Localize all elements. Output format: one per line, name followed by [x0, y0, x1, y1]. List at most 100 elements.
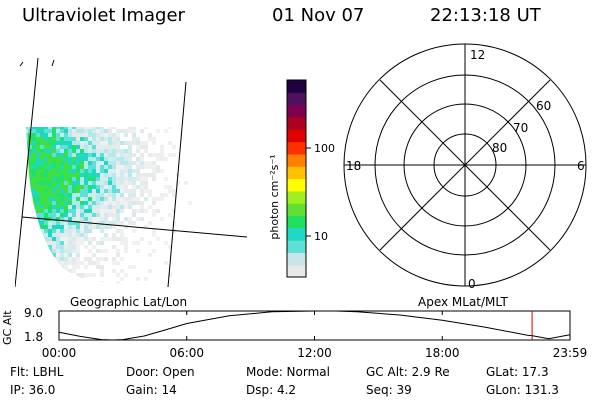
image-pixel	[196, 173, 200, 177]
image-pixel	[188, 181, 192, 185]
image-pixel	[244, 289, 248, 293]
image-pixel	[140, 129, 144, 133]
image-pixel	[236, 289, 240, 293]
image-pixel	[156, 133, 160, 137]
image-pixel	[108, 237, 112, 241]
image-pixel	[96, 201, 100, 205]
image-pixel	[136, 185, 140, 189]
image-pixel	[120, 269, 124, 273]
image-pixel	[76, 181, 80, 185]
image-pixel	[36, 273, 40, 277]
image-pixel	[228, 197, 232, 201]
image-pixel	[188, 153, 192, 157]
image-pixel	[224, 217, 228, 221]
image-pixel	[196, 129, 200, 133]
image-pixel	[144, 253, 148, 257]
image-pixel	[88, 169, 92, 173]
image-pixel	[64, 165, 68, 169]
image-pixel	[160, 277, 164, 281]
image-pixel	[244, 229, 245, 233]
image-pixel	[76, 229, 80, 233]
image-pixel	[68, 289, 72, 293]
image-pixel	[196, 169, 200, 173]
image-pixel	[228, 145, 232, 149]
image-pixel	[152, 249, 156, 253]
image-pixel	[132, 169, 136, 173]
image-pixel	[160, 249, 164, 253]
image-pixel	[128, 181, 132, 185]
image-pixel	[128, 173, 132, 177]
image-pixel	[204, 277, 208, 281]
image-pixel	[128, 289, 132, 293]
image-pixel	[180, 289, 184, 293]
image-pixel	[236, 209, 240, 213]
image-pixel	[112, 127, 116, 129]
polar-panel-label: Apex MLat/MLT	[418, 295, 508, 309]
image-pixel	[248, 289, 252, 293]
image-pixel	[140, 153, 144, 157]
image-pixel	[48, 277, 52, 281]
image-pixel	[184, 141, 188, 145]
image-pixel	[88, 197, 92, 201]
image-pixel	[180, 185, 184, 189]
image-pixel	[64, 209, 68, 213]
image-pixel	[180, 205, 184, 209]
image-pixel	[228, 265, 232, 269]
image-pixel	[212, 137, 216, 141]
image-pixel	[248, 201, 252, 205]
image-pixel	[180, 253, 184, 257]
image-pixel	[116, 225, 120, 229]
image-pixel	[148, 233, 152, 237]
image-pixel	[136, 285, 140, 289]
image-pixel	[32, 165, 36, 169]
image-pixel	[84, 137, 88, 141]
image-pixel	[88, 161, 92, 165]
image-pixel	[68, 201, 72, 205]
image-pixel	[88, 277, 92, 281]
image-pixel	[112, 281, 116, 284]
image-pixel	[156, 257, 160, 261]
image-pixel	[196, 153, 200, 157]
image-pixel	[100, 177, 104, 181]
image-pixel	[116, 181, 120, 185]
image-pixel	[36, 127, 40, 129]
image-pixel	[112, 289, 116, 293]
image-pixel	[180, 225, 184, 229]
image-pixel	[232, 173, 236, 177]
image-pixel	[244, 273, 245, 277]
image-pixel	[68, 169, 72, 173]
image-pixel	[88, 233, 92, 237]
image-pixel	[56, 129, 60, 133]
image-pixel	[128, 209, 132, 213]
image-pixel	[184, 289, 188, 293]
image-pixel	[96, 221, 100, 225]
image-pixel	[56, 173, 60, 177]
image-pixel	[156, 129, 160, 133]
image-pixel	[232, 169, 236, 173]
image-pixel	[112, 197, 116, 201]
image-pixel	[232, 273, 236, 277]
image-pixel	[56, 257, 60, 261]
image-pixel	[32, 145, 36, 149]
image-pixel	[48, 281, 52, 284]
image-pixel	[92, 157, 96, 161]
image-pixel	[68, 217, 72, 221]
image-pixel	[208, 177, 212, 181]
image-pixel	[216, 205, 220, 209]
image-pixel	[248, 253, 252, 257]
image-pixel	[96, 141, 100, 145]
image-pixel	[52, 237, 56, 241]
image-pixel	[76, 221, 80, 225]
image-pixel	[28, 241, 32, 245]
image-pixel	[176, 137, 180, 141]
image-pixel	[236, 137, 240, 141]
image-pixel	[212, 169, 216, 173]
image-pixel	[26, 169, 28, 173]
image-pixel	[148, 289, 152, 293]
image-pixel	[236, 189, 240, 193]
image-pixel	[84, 133, 88, 137]
image-pixel	[84, 261, 88, 265]
image-pixel	[84, 257, 88, 261]
image-pixel	[108, 161, 112, 165]
image-pixel	[128, 165, 132, 169]
